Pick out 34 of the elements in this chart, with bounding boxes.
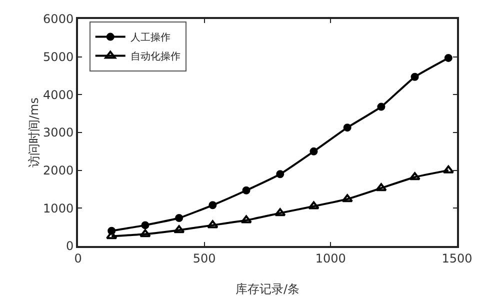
point [376,183,387,192]
point [175,214,184,222]
point [343,124,352,132]
y-tick-label: 6000 [43,12,74,26]
point [242,186,250,194]
point [442,165,454,174]
point [410,72,419,81]
x-tick-label: 1000 [315,251,346,266]
point [342,194,353,202]
x-axis-title: 库存记录/条 [235,282,300,296]
point [444,54,452,62]
y-tick-label: 3000 [43,126,74,140]
y-tick-label: 1000 [43,201,74,216]
legend-label: 人工操作 [130,32,170,44]
point [274,208,286,216]
point [173,225,185,234]
point [377,102,386,111]
y-tick-label: 0 [66,239,74,254]
point [208,201,217,210]
point [141,221,150,230]
point [409,172,420,180]
point [276,170,284,178]
x-tick-label: 1500 [442,251,472,266]
y-tick-label: 4000 [43,88,74,102]
y-tick-label: 5000 [43,50,74,64]
point [308,201,320,210]
point [240,215,252,224]
legend-label: 自动化操作 [130,50,180,63]
point [140,229,151,238]
point [310,147,318,156]
y-tick-label: 2000 [43,164,74,178]
y-axis-title: 访问时间/ms [27,98,42,168]
point [207,220,218,228]
x-tick-label: 500 [192,251,216,266]
